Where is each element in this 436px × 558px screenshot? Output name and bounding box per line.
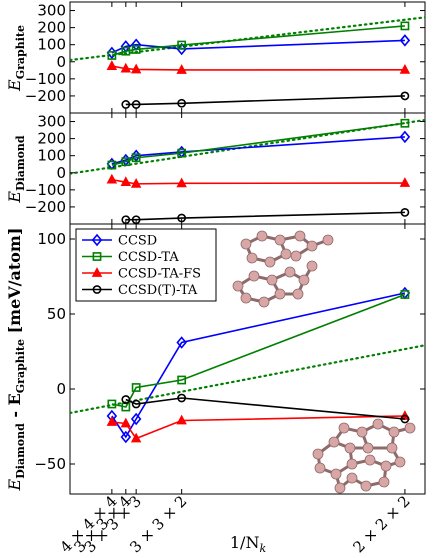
- top-point-ccsd-ta-fs: [106, 60, 118, 70]
- x-tick-label: 2 × 2 × 2: [349, 492, 413, 556]
- graphite-structure-image: [232, 230, 334, 308]
- bottom-point-ccsd-t-ta: [400, 414, 410, 424]
- middle-ytick-label: −200: [25, 198, 66, 216]
- top-ylabel: EGraphite: [5, 25, 27, 92]
- middle-point-ccsd-ta: [400, 118, 410, 128]
- bottom-point-ccsd-ta: [177, 375, 187, 385]
- middle-point-ccsd: [399, 130, 411, 144]
- top-plot-area: [70, 16, 425, 109]
- top-ytick-label: 100: [37, 36, 66, 54]
- top-fit-line: [70, 16, 425, 62]
- top-point-ccsd-ta: [131, 45, 141, 54]
- top-point-ccsd-ta: [107, 51, 117, 60]
- middle-ytick-label: 0: [56, 164, 66, 182]
- bottom-series-line-ccsd-ta: [111, 293, 406, 408]
- bottom-point-ccsd-ta: [400, 290, 410, 299]
- bottom-point-ccsd: [176, 336, 187, 349]
- bottom-point-ccsd-ta: [107, 399, 117, 409]
- middle-series-line-ccsd-t-ta: [125, 211, 405, 221]
- middle-ytick-label: 200: [37, 130, 66, 148]
- middle-panel-frame: [69, 112, 426, 225]
- bottom-point-ccsd: [130, 412, 142, 426]
- bottom-point-ccsd-ta-fs: [130, 432, 142, 443]
- top-ytick-label: −100: [25, 70, 66, 88]
- bottom-ytick-label: 100: [37, 230, 66, 248]
- top-point-ccsd-ta-fs: [130, 63, 142, 74]
- middle-point-ccsd-ta-fs: [120, 176, 132, 187]
- top-point-ccsd-t-ta: [177, 98, 187, 108]
- middle-point-ccsd-ta: [177, 148, 187, 158]
- top-ytick-label: −200: [25, 87, 66, 105]
- bottom-ytick-label: 0: [56, 380, 66, 398]
- middle-point-ccsd-ta-fs: [176, 177, 187, 188]
- bottom-plot-area: [70, 286, 425, 444]
- middle-point-ccsd-ta: [121, 157, 131, 167]
- middle-ytick-label: 100: [37, 147, 66, 165]
- legend-marker-ccsd-ta: [92, 252, 102, 261]
- bottom-point-ccsd-ta: [131, 383, 141, 392]
- top-series-line-ccsd-ta: [111, 25, 405, 57]
- top-ytick-label: 0: [56, 53, 66, 71]
- bottom-point-ccsd: [120, 430, 132, 444]
- top-series-line-ccsd: [111, 39, 405, 54]
- middle-ytick-label: 300: [37, 113, 66, 131]
- legend-marker-ccsd-t-ta: [92, 285, 102, 294]
- middle-point-ccsd-ta-fs: [130, 178, 142, 188]
- middle-plot-area: [70, 118, 425, 224]
- top-ytick-label: 200: [37, 19, 66, 37]
- middle-point-ccsd-ta: [131, 153, 141, 163]
- legend-marker-ccsd: [91, 233, 103, 247]
- legend-marker-ccsd-ta-fs: [91, 267, 103, 277]
- top-ytick-label: 300: [37, 2, 66, 20]
- middle-point-ccsd-ta: [107, 160, 117, 170]
- legend-label-ccsd-ta: CCSD-TA: [118, 250, 179, 265]
- middle-series-line-ccsd: [111, 136, 405, 165]
- top-point-ccsd: [399, 34, 411, 47]
- bottom-series-line-ccsd: [111, 292, 406, 439]
- top-point-ccsd-ta-fs: [176, 64, 187, 74]
- top-point-ccsd-ta: [177, 40, 187, 50]
- top-point-ccsd-t-ta: [400, 91, 410, 101]
- middle-point-ccsd-ta-fs: [399, 177, 411, 187]
- diamond-structure-image: [312, 418, 416, 494]
- bottom-point-ccsd-t-ta: [177, 393, 187, 403]
- middle-point-ccsd-ta-fs: [106, 173, 118, 184]
- legend-label-ccsd-t-ta: CCSD(T)-TA: [118, 283, 198, 298]
- top-series-line-ccsd-t-ta: [125, 95, 405, 106]
- bottom-point-ccsd-t-ta: [131, 399, 141, 409]
- bottom-panel-frame: [69, 223, 426, 495]
- legend-label-ccsd: CCSD: [118, 234, 157, 249]
- top-point-ccsd-ta: [400, 21, 410, 31]
- middle-ytick-label: −100: [25, 181, 66, 199]
- top-series-line-ccsd-ta-fs: [111, 65, 405, 71]
- bottom-point-ccsd-ta-fs: [120, 417, 132, 428]
- middle-ylabel: EDiamond: [5, 135, 27, 204]
- legend-label-ccsd-ta-fs: CCSD-TA-FS: [118, 267, 201, 282]
- bottom-point-ccsd-t-ta: [121, 395, 131, 404]
- x-axis-label: 1/Nk: [230, 533, 267, 555]
- bottom-point-ccsd-ta-fs: [176, 414, 187, 425]
- middle-series-line-ccsd-ta-fs: [111, 178, 405, 185]
- middle-point-ccsd-t-ta: [400, 207, 410, 217]
- bottom-ylabel: EDiamond - EGraphite [meV/atom]: [5, 228, 27, 492]
- bottom-ytick-label: 50: [47, 305, 66, 323]
- bottom-point-ccsd-ta-fs: [106, 416, 118, 426]
- top-point-ccsd-ta-fs: [120, 62, 132, 73]
- bottom-series-line-ccsd-t-ta: [125, 397, 405, 420]
- middle-series-line-ccsd-ta: [111, 122, 406, 166]
- top-point-ccsd-ta-fs: [399, 63, 411, 74]
- bottom-ytick-label: −50: [34, 455, 66, 473]
- top-point-ccsd-ta: [121, 46, 131, 56]
